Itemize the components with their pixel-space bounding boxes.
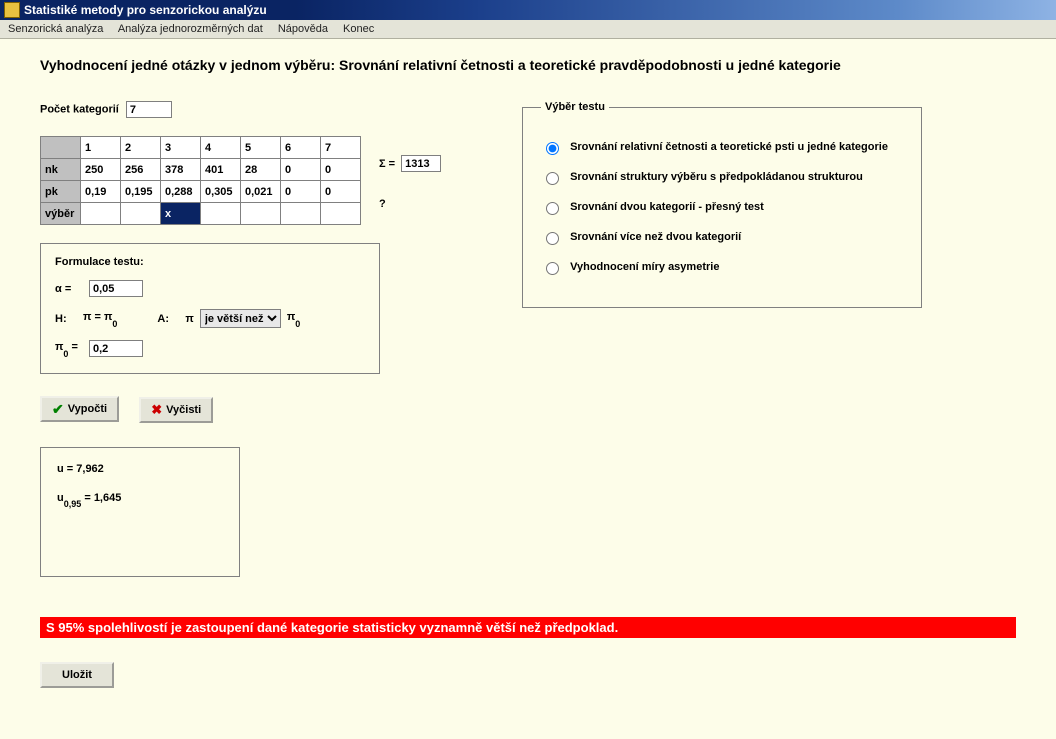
h-label: H: bbox=[55, 313, 83, 325]
sigma-label: Σ = bbox=[379, 158, 395, 170]
cell[interactable]: 378 bbox=[161, 159, 201, 181]
clear-button[interactable]: ✖ Vyčisti bbox=[139, 397, 213, 423]
table-corner bbox=[41, 137, 81, 159]
row-header-pk: pk bbox=[41, 181, 81, 203]
question-mark: ? bbox=[379, 198, 441, 210]
col-header: 5 bbox=[241, 137, 281, 159]
results-box: u = 7,962 u0,95 = 1,645 bbox=[40, 447, 240, 577]
radio-label[interactable]: Srovnání více než dvou kategorií bbox=[570, 231, 741, 243]
cell[interactable]: 0,195 bbox=[121, 181, 161, 203]
conclusion-banner: S 95% spolehlivostí je zastoupení dané k… bbox=[40, 617, 1016, 638]
cell[interactable]: 0,288 bbox=[161, 181, 201, 203]
cell[interactable]: 0,19 bbox=[81, 181, 121, 203]
radio-label[interactable]: Srovnání struktury výběru s předpokládan… bbox=[570, 171, 863, 183]
col-header: 4 bbox=[201, 137, 241, 159]
a-select[interactable]: je větší než bbox=[200, 309, 281, 328]
menu-konec[interactable]: Konec bbox=[343, 23, 374, 35]
radio-label[interactable]: Srovnání relativní četnosti a teoretické… bbox=[570, 141, 888, 153]
x-icon: ✖ bbox=[151, 402, 162, 418]
radio-label[interactable]: Srovnání dvou kategorií - přesný test bbox=[570, 201, 764, 213]
menu-analyza[interactable]: Analýza jednorozměrných dat bbox=[118, 23, 263, 35]
formulace-title: Formulace testu: bbox=[55, 256, 365, 268]
cell[interactable] bbox=[81, 203, 121, 225]
radio-test-3[interactable] bbox=[546, 232, 559, 245]
cell[interactable] bbox=[321, 203, 361, 225]
sigma-value bbox=[401, 155, 441, 172]
cell[interactable]: 250 bbox=[81, 159, 121, 181]
h-expr: π = π0 bbox=[83, 311, 117, 325]
radio-test-4[interactable] bbox=[546, 262, 559, 275]
col-header: 1 bbox=[81, 137, 121, 159]
col-header: 2 bbox=[121, 137, 161, 159]
cell[interactable]: 0 bbox=[281, 159, 321, 181]
pi0-input[interactable] bbox=[89, 340, 143, 357]
compute-button[interactable]: ✔ Vypočti bbox=[40, 396, 119, 422]
test-selection: Výběr testu Srovnání relativní četnosti … bbox=[522, 101, 922, 308]
save-button[interactable]: Uložit bbox=[40, 662, 114, 688]
radio-test-0[interactable] bbox=[546, 142, 559, 155]
col-header: 7 bbox=[321, 137, 361, 159]
u-line: u = 7,962 bbox=[57, 462, 223, 477]
pi0-label: π0 = bbox=[55, 341, 89, 355]
check-icon: ✔ bbox=[52, 401, 64, 418]
alpha-input[interactable] bbox=[89, 280, 143, 297]
formulace-box: Formulace testu: α = H: π = π0 A: π je v… bbox=[40, 243, 380, 374]
data-table: 1 2 3 4 5 6 7 nk 250 256 378 401 2 bbox=[40, 136, 361, 225]
a-suffix: π0 bbox=[287, 311, 300, 325]
cell[interactable]: 0,021 bbox=[241, 181, 281, 203]
cell[interactable]: 0,305 bbox=[201, 181, 241, 203]
radio-test-1[interactable] bbox=[546, 172, 559, 185]
col-header: 6 bbox=[281, 137, 321, 159]
cell[interactable]: 401 bbox=[201, 159, 241, 181]
app-icon bbox=[4, 2, 20, 18]
pocet-label: Počet kategorií bbox=[40, 104, 119, 116]
a-prefix: π bbox=[185, 313, 193, 325]
cell[interactable]: 0 bbox=[281, 181, 321, 203]
ucrit-line: u0,95 = 1,645 bbox=[57, 491, 223, 508]
cell-selected[interactable]: x bbox=[161, 203, 201, 225]
col-header: 3 bbox=[161, 137, 201, 159]
cell[interactable] bbox=[281, 203, 321, 225]
pocet-input[interactable] bbox=[126, 101, 172, 118]
cell[interactable]: 0 bbox=[321, 159, 361, 181]
menu-napoveda[interactable]: Nápověda bbox=[278, 23, 328, 35]
menu-senzoricka[interactable]: Senzorická analýza bbox=[8, 23, 103, 35]
row-header-nk: nk bbox=[41, 159, 81, 181]
cell[interactable]: 0 bbox=[321, 181, 361, 203]
test-legend: Výběr testu bbox=[541, 101, 609, 113]
clear-label: Vyčisti bbox=[166, 404, 201, 416]
cell[interactable]: 28 bbox=[241, 159, 281, 181]
cell[interactable] bbox=[241, 203, 281, 225]
titlebar: Statistiké metody pro senzorickou analýz… bbox=[0, 0, 1056, 20]
cell[interactable] bbox=[201, 203, 241, 225]
window-title: Statistiké metody pro senzorickou analýz… bbox=[24, 3, 267, 17]
menubar: Senzorická analýza Analýza jednorozměrný… bbox=[0, 20, 1056, 39]
radio-label[interactable]: Vyhodnocení míry asymetrie bbox=[570, 261, 719, 273]
cell[interactable] bbox=[121, 203, 161, 225]
a-label: A: bbox=[157, 313, 185, 325]
cell[interactable]: 256 bbox=[121, 159, 161, 181]
save-label: Uložit bbox=[62, 669, 92, 681]
compute-label: Vypočti bbox=[68, 403, 107, 415]
radio-test-2[interactable] bbox=[546, 202, 559, 215]
row-header-vyber: výběr bbox=[41, 203, 81, 225]
alpha-label: α = bbox=[55, 283, 89, 295]
page-title: Vyhodnocení jedné otázky v jednom výběru… bbox=[40, 57, 1016, 73]
